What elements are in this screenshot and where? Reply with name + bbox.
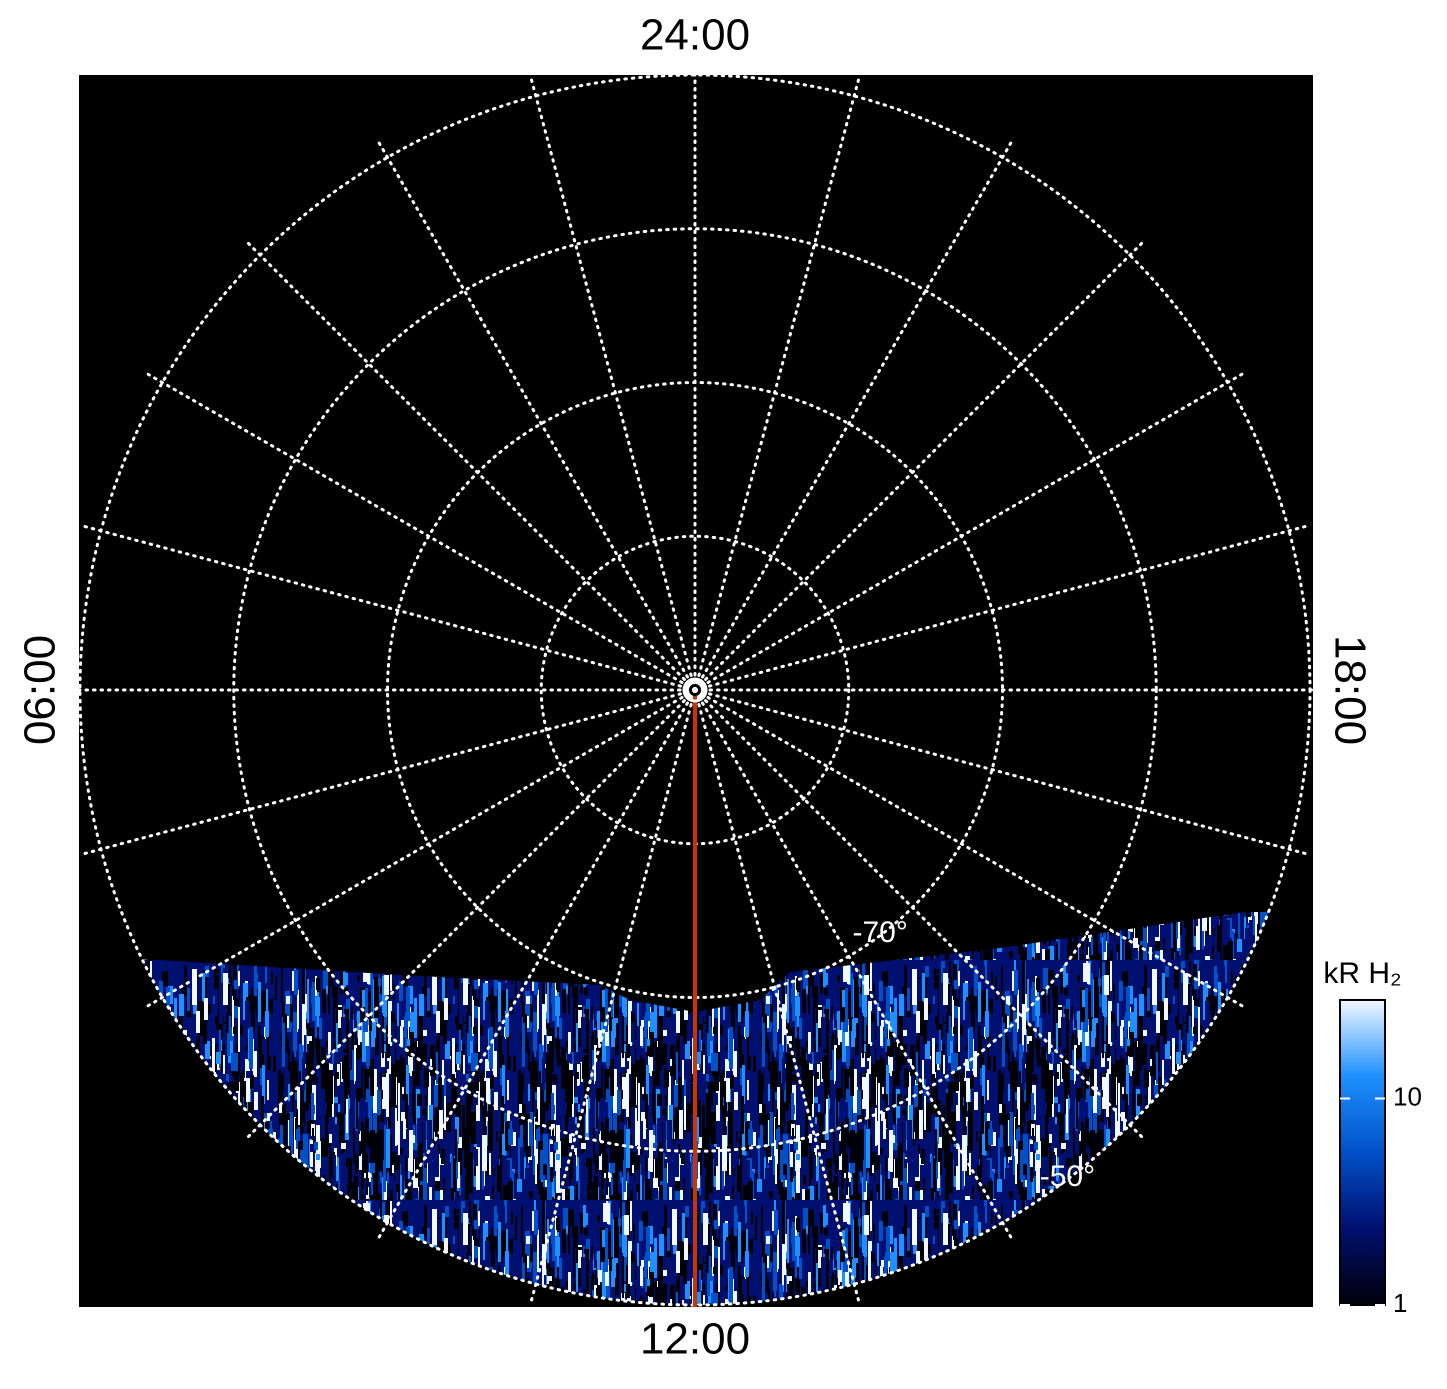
meridian	[693, 688, 1247, 1009]
meridian	[376, 138, 697, 692]
pole-marker	[682, 677, 708, 703]
meridian	[376, 688, 697, 1242]
polar-grid	[79, 75, 1313, 1307]
meridian	[143, 371, 697, 692]
latitude-ring	[232, 227, 1158, 1153]
local-time-label: 18:00	[1325, 635, 1374, 745]
meridian	[693, 688, 1146, 1141]
meridian	[693, 688, 861, 1305]
ring-label: -50°	[1040, 1160, 1095, 1193]
ring-label: -70°	[853, 916, 908, 949]
colorbar-tick-label: 10	[1393, 1081, 1422, 1111]
meridian	[693, 688, 1014, 1242]
meridian	[693, 524, 1310, 692]
meridian	[693, 75, 861, 692]
meridian	[80, 524, 697, 692]
foreground: -70° -50° 24:00 12:00 06:00 18:00	[16, 11, 1375, 1364]
meridian	[693, 239, 1146, 692]
colorbar-tick-label: 1	[1393, 1288, 1407, 1318]
meridian	[244, 239, 697, 692]
colorbar	[1339, 999, 1386, 1306]
meridian	[693, 688, 1310, 856]
meridian	[529, 688, 697, 1305]
meridian	[143, 688, 697, 1009]
meridian	[244, 688, 697, 1141]
meridian	[693, 138, 1014, 692]
meridian	[80, 688, 697, 856]
local-time-label: 12:00	[640, 1315, 750, 1364]
local-time-label: 24:00	[640, 11, 750, 60]
local-time-label: 06:00	[16, 635, 65, 745]
meridian	[693, 371, 1247, 692]
meridian	[529, 75, 697, 692]
colorbar-title: kR H₂	[1323, 957, 1401, 990]
